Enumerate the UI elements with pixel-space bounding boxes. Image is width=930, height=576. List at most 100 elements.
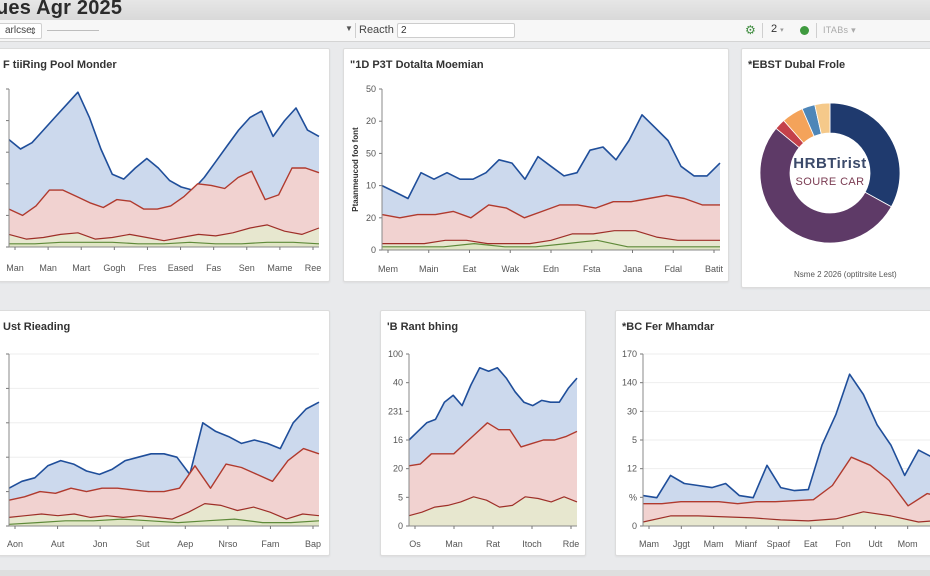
donut-panel: *EBST Dubal Frole HRBTirist SOURE CAR Ns… bbox=[741, 48, 930, 288]
footnote-text: Nsme 2 2026 (optitrsite Lest) bbox=[794, 270, 897, 279]
line-red bbox=[381, 194, 720, 219]
line-dark-red bbox=[408, 496, 578, 517]
line-dark-red bbox=[382, 230, 720, 245]
search-label: Reacth bbox=[359, 24, 394, 36]
y-tick-label: 40 bbox=[393, 378, 403, 388]
chart-panel-rant: 'B Rant bhing 0 5 20 16 231 40 100 Os Man Rat Itoc… bbox=[380, 310, 586, 556]
view-select[interactable]: arlcse ⇕ bbox=[0, 23, 42, 39]
x-tick-label: Eased bbox=[168, 263, 194, 273]
line-dark-red bbox=[642, 511, 930, 523]
y-tick-label: 231 bbox=[388, 406, 403, 416]
y-axis-label: Ptaanmeucod foo font bbox=[351, 127, 360, 212]
y-tick-label: 0 bbox=[632, 521, 637, 531]
y-tick-label: 5 bbox=[632, 435, 637, 445]
x-tick-label: Fas bbox=[206, 263, 222, 273]
x-tick-label: Nrso bbox=[218, 539, 237, 549]
bottom-bar bbox=[0, 570, 930, 576]
line-red bbox=[8, 167, 320, 217]
x-tick-label: Main bbox=[419, 264, 439, 274]
line-dark-red bbox=[8, 224, 320, 242]
area-green bbox=[382, 240, 720, 250]
chart-panel-pool-monitor: F tiiRing Pool Monder Man Man Mart Gogh Fres… bbox=[0, 48, 330, 282]
x-tick-label: Itoch bbox=[522, 539, 542, 549]
area-chart: Aon Aut Jon Sut Aep Nrso Fam Bap bbox=[6, 353, 321, 549]
x-tick-label: Man bbox=[6, 263, 24, 273]
x-tick-label: Aon bbox=[7, 539, 23, 549]
x-tick-label: Fsta bbox=[583, 264, 601, 274]
donut-slice-sand[interactable] bbox=[814, 102, 831, 135]
y-tick-label: % bbox=[629, 492, 637, 502]
area-green bbox=[9, 242, 319, 247]
line-green bbox=[382, 239, 720, 248]
x-tick-label: Man bbox=[445, 539, 463, 549]
status-dot-icon[interactable] bbox=[800, 26, 809, 35]
divider bbox=[47, 30, 99, 31]
y-tick-label: 140 bbox=[622, 378, 637, 388]
x-tick-label: Udt bbox=[868, 539, 883, 549]
y-tick-label: 30 bbox=[627, 406, 637, 416]
panel-title: F tiiRing Pool Monder bbox=[3, 59, 117, 71]
x-tick-label: Eat bbox=[804, 539, 818, 549]
items-select[interactable]: ITABs ▾ bbox=[823, 25, 856, 35]
count-select-value: 2 bbox=[771, 23, 778, 35]
x-tick-label: Batit bbox=[705, 264, 724, 274]
x-tick-label: Mom bbox=[898, 539, 918, 549]
x-tick-label: Mart bbox=[72, 263, 90, 273]
y-tick-label: 20 bbox=[366, 116, 376, 126]
page-title: ues Agr 2025 bbox=[0, 0, 123, 19]
line-blue bbox=[381, 114, 721, 200]
chart-panel-details: "1D P3T Dotalta Moemian 0 20 10 50 20 50 Mem Ma… bbox=[343, 48, 729, 282]
line-blue bbox=[8, 401, 320, 489]
gear-icon[interactable]: ⚙ bbox=[745, 23, 756, 37]
panel-title: Ust Rieading bbox=[3, 321, 71, 333]
x-tick-label: Man bbox=[39, 263, 57, 273]
x-tick-label: Aep bbox=[177, 539, 193, 549]
y-tick-label: 0 bbox=[371, 245, 376, 255]
x-tick-label: Aut bbox=[51, 539, 65, 549]
x-tick-label: Wak bbox=[501, 264, 519, 274]
area-chart: 0 5 20 16 231 40 100 Os Man Rat Itoch Rde bbox=[388, 349, 580, 549]
panel-title: 'B Rant bhing bbox=[387, 321, 459, 333]
x-tick-label: Ree bbox=[305, 263, 322, 273]
donut-slice-navy[interactable] bbox=[829, 102, 901, 208]
title-bar: ues Agr 2025 bbox=[0, 0, 930, 20]
y-tick-label: 20 bbox=[393, 464, 403, 474]
count-select[interactable]: 2 ▾ bbox=[771, 23, 784, 35]
x-tick-label: Mem bbox=[378, 264, 398, 274]
x-tick-label: Jggt bbox=[673, 539, 691, 549]
line-green bbox=[9, 241, 320, 245]
x-tick-label: Rat bbox=[486, 539, 501, 549]
x-tick-label: Spaof bbox=[767, 539, 791, 549]
items-select-value: ITABs bbox=[823, 25, 849, 35]
y-tick-label: 170 bbox=[622, 349, 637, 359]
x-tick-label: Fres bbox=[138, 263, 157, 273]
view-select-value: arlcse bbox=[5, 25, 32, 36]
search-input[interactable] bbox=[397, 23, 515, 38]
x-tick-label: Os bbox=[409, 539, 421, 549]
chart-panel-reading: Ust Rieading Aon Aut Jon Sut Aep Nrso Fam Bap bbox=[0, 310, 330, 556]
area-chart: 0 20 10 50 20 50 Mem Main Eat Wak Edn Fsta Jana Fdal B… bbox=[351, 84, 724, 274]
donut-center-subtitle: SOURE CAR bbox=[796, 176, 865, 188]
line-blue bbox=[408, 367, 578, 441]
line-dark-red bbox=[8, 503, 320, 520]
donut-slice-purple[interactable] bbox=[759, 127, 892, 244]
area-dark-red bbox=[409, 496, 577, 526]
x-tick-label: Mianf bbox=[735, 539, 758, 549]
line-green bbox=[8, 518, 320, 525]
x-tick-label: Edn bbox=[543, 264, 559, 274]
y-tick-label: 12 bbox=[627, 464, 637, 474]
x-tick-label: Mame bbox=[267, 263, 292, 273]
x-tick-label: Mam bbox=[639, 539, 659, 549]
x-tick-label: Fon bbox=[835, 539, 851, 549]
area-red bbox=[643, 457, 930, 526]
chart-panel-fer: *BC Fer Mhamdar 0% 12 5 30 140 170 Mam Jggt Mam M… bbox=[615, 310, 930, 556]
panel-title: *BC Fer Mhamdar bbox=[622, 321, 715, 333]
x-tick-label: Rde bbox=[563, 539, 580, 549]
y-tick-label: 100 bbox=[388, 349, 403, 359]
updown-icon: ⇕ bbox=[29, 26, 37, 36]
x-tick-label: Jana bbox=[623, 264, 643, 274]
caret-down-icon[interactable]: ▼ bbox=[345, 24, 353, 33]
line-red bbox=[408, 422, 578, 467]
x-tick-label: Sut bbox=[136, 539, 150, 549]
donut-chart: HRBTirist SOURE CAR bbox=[759, 102, 901, 244]
